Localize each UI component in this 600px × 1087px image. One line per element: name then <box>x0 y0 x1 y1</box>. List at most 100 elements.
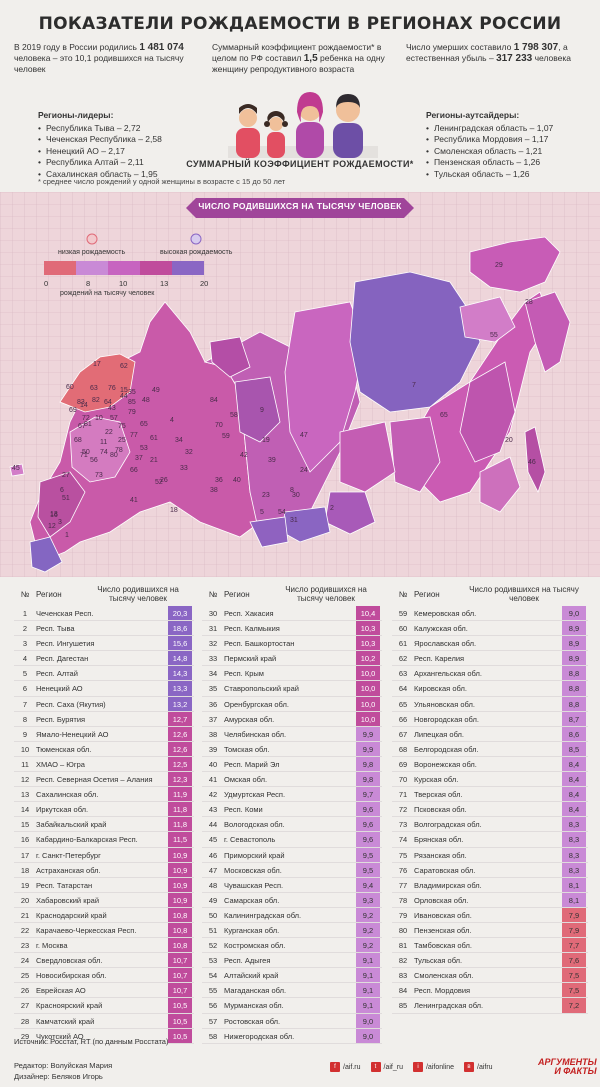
table-row: 76 Саратовская обл. 8,3 <box>392 862 588 878</box>
row-value: 10,8 <box>168 922 192 938</box>
credits: Редактор: Волуйская Мария Дизайнер: Беля… <box>14 1060 112 1082</box>
row-region: Кемеровская обл. <box>414 609 477 618</box>
row-value: 11,8 <box>168 802 192 817</box>
row-rank: 61 <box>398 639 408 649</box>
table-header: № Регион Число родившихся на тысячу челове… <box>202 582 382 606</box>
table-header: № Регион Число родившихся на тысячу челове… <box>14 582 194 606</box>
family-illustration <box>228 92 378 158</box>
region-label: 70 <box>215 422 223 429</box>
region-label: 3 <box>58 519 62 526</box>
russia-map <box>0 192 600 577</box>
table-row: 27 Красноярский край 10,5 <box>14 998 194 1014</box>
table-row: 20 Хабаровский край 10,9 <box>14 892 194 908</box>
table-column: № Регион Число родившихся на тысячу челове… <box>202 582 382 1044</box>
instagram-icon: i <box>412 1062 423 1072</box>
region-tyumen <box>234 376 281 443</box>
row-region: Курганская обл. <box>224 925 280 935</box>
table-row: 19 Респ. Татарстан 10,9 <box>14 877 194 893</box>
region-label: 6 <box>60 487 64 494</box>
region-label: 84 <box>210 397 218 404</box>
row-rank: 33 <box>208 654 218 664</box>
row-rank: 54 <box>208 971 218 981</box>
region-label: 15 <box>120 387 128 394</box>
table-row: 64 Кировская обл. 8,8 <box>392 681 588 697</box>
region-label: 50 <box>82 449 90 456</box>
social-link-twitter[interactable]: t/aif_ru <box>370 1062 403 1072</box>
row-region: Респ. Северная Осетия – Алания <box>36 775 153 785</box>
region-label: 12 <box>48 523 56 530</box>
table-row: 46 Приморский край 9,5 <box>202 847 382 863</box>
region-label: 66 <box>130 467 138 474</box>
table-row: 79 Ивановская обл. 7,9 <box>392 907 588 923</box>
row-rank: 3 <box>22 639 28 649</box>
region-label: 53 <box>140 445 148 452</box>
row-region: Астраханская обл. <box>36 865 101 875</box>
row-value: 9,6 <box>356 817 380 832</box>
row-value: 10,9 <box>168 847 192 862</box>
region-label: 56 <box>90 457 98 464</box>
table-row: 51 Курганская обл. 9,2 <box>202 922 382 939</box>
table-row: 65 Ульяновская обл. 8,8 <box>392 696 588 712</box>
row-region: Брянская обл. <box>414 835 464 845</box>
table-row: 71 Тверская обл. 8,4 <box>392 787 588 803</box>
legend-tick: 0 <box>44 279 49 288</box>
outsider-item: Тульская область – 1,26 <box>426 169 553 181</box>
row-value: 10,9 <box>168 892 192 907</box>
source-line: Источник: Росстат, RT (по данным Росстат… <box>14 1037 169 1046</box>
map-title-banner <box>186 198 414 218</box>
row-value: 8,9 <box>562 621 586 636</box>
row-rank: 85 <box>398 1001 408 1011</box>
row-rank: 72 <box>398 805 408 815</box>
row-value: 10,4 <box>356 606 380 621</box>
row-rank: 66 <box>398 714 408 724</box>
table-row: 57 Ростовская обл. 9,0 <box>202 1013 382 1029</box>
header-region: Регион <box>224 589 250 599</box>
table-row: 40 Респ. Марий Эл 9,8 <box>202 756 382 773</box>
table-row: 52 Костромская обл. 9,2 <box>202 938 382 954</box>
legend-tick: 8 <box>86 279 91 288</box>
legend-tick: 20 <box>200 279 209 288</box>
row-value: 9,2 <box>356 922 380 938</box>
row-region: Кабардино-Балкарская Респ. <box>36 835 138 845</box>
row-rank: 68 <box>398 744 408 754</box>
row-value: 9,1 <box>356 968 380 983</box>
region-label: 13 <box>50 511 58 518</box>
social-link-facebook[interactable]: f/aif.ru <box>330 1062 361 1072</box>
table-column: № Регион Число родившихся на тысячу челове… <box>392 582 588 1014</box>
social-link-instagram[interactable]: i/aifonline <box>412 1062 454 1072</box>
table-header: № Регион Число родившихся на тысячу челове… <box>392 582 588 606</box>
row-value: 10,0 <box>356 711 380 726</box>
row-rank: 80 <box>398 925 408 935</box>
row-rank: 49 <box>208 895 218 905</box>
row-region: Респ. Саха (Якутия) <box>36 699 106 709</box>
row-value: 11,8 <box>168 817 192 832</box>
table-row: 26 Еврейская АО 10,7 <box>14 983 194 999</box>
social-link-vk[interactable]: в/aifru <box>464 1062 493 1072</box>
region-dagestan-chechnya <box>29 536 63 573</box>
table-row: 17 г. Санкт-Петербург 10,9 <box>14 847 194 863</box>
row-region: Смоленская обл. <box>414 971 474 981</box>
row-region: Амурская обл. <box>224 714 275 724</box>
region-north-west <box>59 353 136 413</box>
row-value: 9,1 <box>356 998 380 1013</box>
region-label: 59 <box>222 433 230 440</box>
row-rank: 63 <box>398 669 408 679</box>
table-row: 82 Тульская обл. 7,6 <box>392 953 588 969</box>
row-value: 10,5 <box>168 1013 192 1028</box>
legend-bar <box>44 261 204 275</box>
row-region: Чукотский АО <box>36 1031 84 1041</box>
row-region: Ивановская обл. <box>414 910 472 920</box>
region-yamal <box>209 336 251 378</box>
row-value: 8,8 <box>562 696 586 711</box>
region-label: 76 <box>108 385 116 392</box>
row-rank: 78 <box>398 895 408 905</box>
table-row: 81 Тамбовская обл. 7,7 <box>392 938 588 954</box>
row-region: Респ. Крым <box>224 669 264 679</box>
legend-tick: 10 <box>119 279 128 288</box>
region-label: 29 <box>495 262 503 269</box>
region-label: 9 <box>260 407 264 414</box>
row-region: Псковская обл. <box>414 805 467 815</box>
region-label: 31 <box>290 517 298 524</box>
table-row: 13 Сахалинская обл. 11,9 <box>14 787 194 803</box>
row-region: Свердловская обл. <box>36 956 103 966</box>
